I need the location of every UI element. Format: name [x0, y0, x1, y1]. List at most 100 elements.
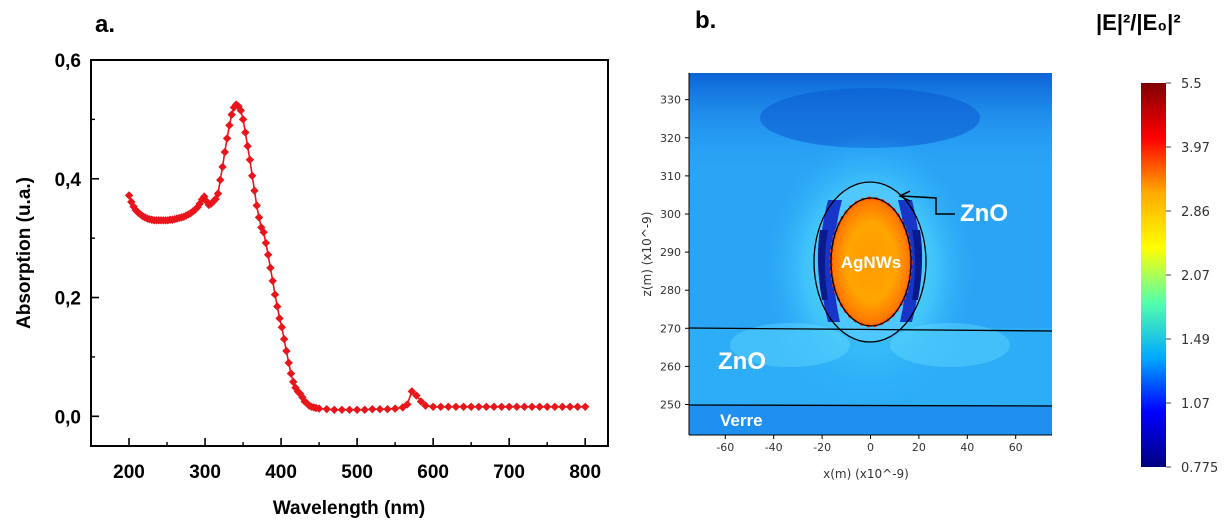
- data-point: [282, 346, 291, 356]
- data-point: [225, 121, 234, 130]
- data-point: [416, 397, 426, 406]
- zno-arrow: [901, 195, 955, 215]
- x-tick-label: 200: [113, 462, 145, 483]
- data-point: [573, 402, 582, 412]
- data-point: [474, 402, 483, 412]
- data-point: [270, 290, 280, 299]
- data-point: [360, 405, 369, 414]
- heatmap-y-tick-label: 260: [660, 360, 681, 373]
- data-point: [345, 405, 354, 414]
- heatmap-y-tick-label: 330: [660, 94, 681, 107]
- colorbar: [1141, 83, 1166, 467]
- data-point: [263, 250, 273, 259]
- data-point: [250, 186, 259, 195]
- absorption-series-line: [128, 103, 586, 411]
- zno-top-interface-line: [688, 327, 1053, 332]
- plot-a-y-ticks: 0,0 0,2 0,4 0,6: [55, 51, 99, 428]
- data-point: [368, 404, 377, 414]
- x-axis-label: Wavelength (nm): [273, 498, 425, 519]
- data-point: [279, 334, 289, 344]
- data-point: [542, 402, 552, 412]
- data-point: [220, 147, 230, 157]
- data-point: [252, 201, 261, 210]
- zno-shell-outline: [813, 181, 927, 343]
- panel-a: a. 200 300 400 500 600 700 800 0,0 0,2 0,4 0,6 Wa…: [14, 11, 609, 519]
- data-point: [284, 358, 293, 368]
- absorption-series-points: [124, 100, 590, 414]
- heatmap-y-tick-label: 320: [660, 132, 681, 145]
- heatmap-y-tick-label: 290: [660, 246, 681, 259]
- data-point: [273, 302, 282, 311]
- data-point: [407, 387, 417, 396]
- data-point: [266, 263, 275, 273]
- data-point: [236, 106, 245, 115]
- data-point: [330, 405, 339, 414]
- heatmap-y-tick-label: 280: [660, 284, 681, 297]
- heatmap-y-tick-label: 270: [660, 322, 681, 335]
- x-tick-label: 400: [265, 462, 297, 483]
- plot-a-frame: [90, 59, 609, 447]
- heatmap-y-tick-label: 300: [660, 208, 681, 221]
- data-point: [268, 276, 277, 286]
- data-point: [459, 402, 468, 412]
- heatmap-y-ticks: 250 260 270 280 290 300 310 320 330: [660, 94, 689, 412]
- data-point: [383, 404, 392, 414]
- data-point: [254, 213, 264, 222]
- data-point: [375, 404, 385, 414]
- verre-label: Verre: [720, 411, 763, 430]
- data-point: [247, 171, 257, 180]
- data-point: [565, 402, 575, 412]
- data-point: [512, 402, 521, 412]
- heatmap-x-tick-label: 40: [960, 441, 974, 454]
- data-point: [286, 369, 296, 378]
- colorbar-title: |E|²/|E₀|²: [1096, 10, 1181, 35]
- heatmap-x-tick-label: 60: [1009, 441, 1023, 454]
- zno-layer-label: ZnO: [718, 348, 766, 375]
- data-point: [520, 402, 529, 412]
- data-point: [322, 404, 331, 414]
- data-point: [337, 405, 347, 414]
- data-point: [527, 402, 537, 412]
- heatmap-y-tick-label: 250: [660, 399, 681, 412]
- agnw-core-outline: [830, 197, 912, 327]
- data-point: [436, 402, 445, 412]
- y-tick-label: 0,2: [55, 289, 81, 310]
- data-point: [580, 402, 590, 412]
- heatmap-x-tick-label: 20: [912, 441, 926, 454]
- data-point: [352, 405, 362, 414]
- heatmap-x-tick-label: -60: [716, 441, 734, 454]
- data-point: [131, 206, 141, 215]
- colorbar-tick-label: 3.97: [1181, 141, 1210, 156]
- data-point: [482, 402, 491, 412]
- data-point: [550, 402, 559, 412]
- data-point: [277, 323, 287, 332]
- data-point: [489, 402, 499, 412]
- x-tick-label: 700: [493, 462, 525, 483]
- data-point: [314, 404, 324, 413]
- colorbar-tick-label: 5.5: [1181, 77, 1202, 92]
- data-point: [218, 162, 227, 172]
- heatmap-x-tick-label: -20: [813, 441, 831, 454]
- data-point: [403, 400, 412, 409]
- colorbar-ticks: 5.5 3.97 2.86 2.07 1.49 1.07 0.775: [1166, 77, 1218, 476]
- zno-glass-interface-line: [688, 404, 1053, 407]
- data-point: [275, 314, 284, 323]
- data-point: [261, 238, 271, 248]
- data-point: [209, 197, 218, 206]
- colorbar-tick-label: 2.86: [1181, 205, 1210, 220]
- data-point: [444, 402, 453, 412]
- y-tick-label: 0,6: [55, 51, 81, 72]
- plot-a-x-ticks: 200 300 400 500 600 700 800: [113, 438, 601, 483]
- heatmap-y-axis-label: z(m) (x10^-9): [640, 212, 654, 297]
- colorbar-tick-label: 1.07: [1181, 397, 1210, 412]
- data-point: [390, 404, 400, 413]
- data-point: [245, 155, 255, 164]
- data-point: [259, 228, 268, 237]
- field-heatmap: [689, 73, 1052, 435]
- zno-arrow-head: [898, 190, 911, 202]
- data-point: [421, 401, 430, 410]
- data-point: [466, 402, 476, 412]
- data-point: [238, 115, 248, 124]
- data-point: [504, 402, 514, 412]
